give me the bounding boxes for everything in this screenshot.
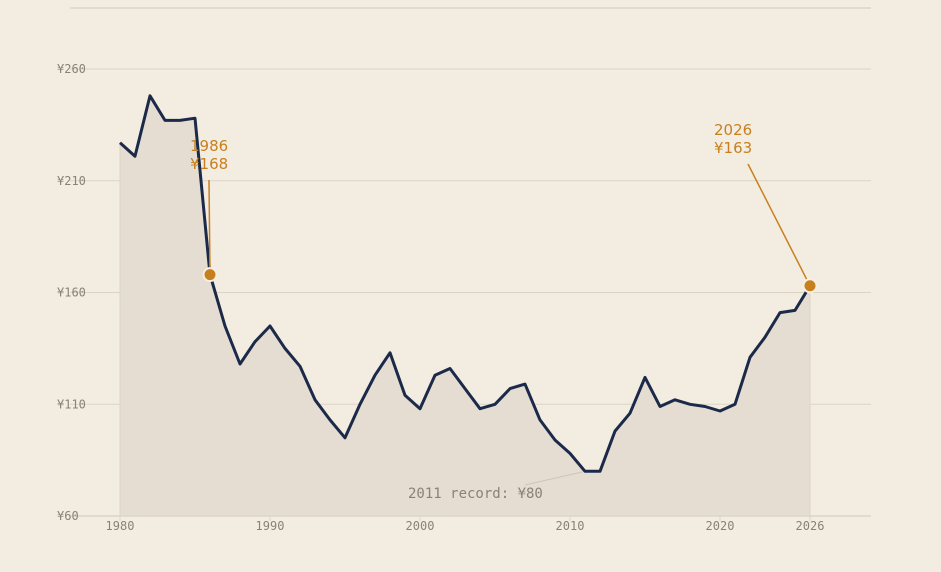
y-tick-label: ¥60 (57, 509, 79, 523)
y-tick-label: ¥110 (57, 397, 86, 411)
series-line (119, 94, 812, 473)
annotation-leader (208, 179, 211, 275)
axis-ticks: ¥60 ¥110 ¥160 ¥210 ¥260 1980 1990 2000 2010 2020 2… (57, 62, 824, 533)
annotation-year-label: 2026 (714, 121, 752, 139)
annotations: 1986¥168 2026¥163 2011 record: ¥80 (190, 121, 818, 502)
x-tick-label: 2020 (706, 519, 735, 533)
annotation-point-2026 (802, 278, 818, 294)
x-tick-label: 1990 (256, 519, 285, 533)
annotation-year-label: 1986 (190, 137, 228, 155)
annotation-point-1986 (202, 267, 218, 283)
annotation-value-label: ¥163 (714, 139, 752, 157)
y-tick-label: ¥260 (57, 62, 86, 76)
x-tick-label: 1980 (106, 519, 135, 533)
x-tick-label: 2010 (556, 519, 585, 533)
x-tick-label: 2000 (406, 519, 435, 533)
annotation-value-label: ¥168 (190, 155, 228, 173)
y-tick-label: ¥210 (57, 174, 86, 188)
record-note: 2011 record: ¥80 (408, 486, 543, 502)
y-tick-label: ¥160 (57, 286, 86, 300)
record-leader (524, 471, 583, 486)
x-tick-label: 2026 (796, 519, 825, 533)
annotation-leader (747, 163, 811, 287)
